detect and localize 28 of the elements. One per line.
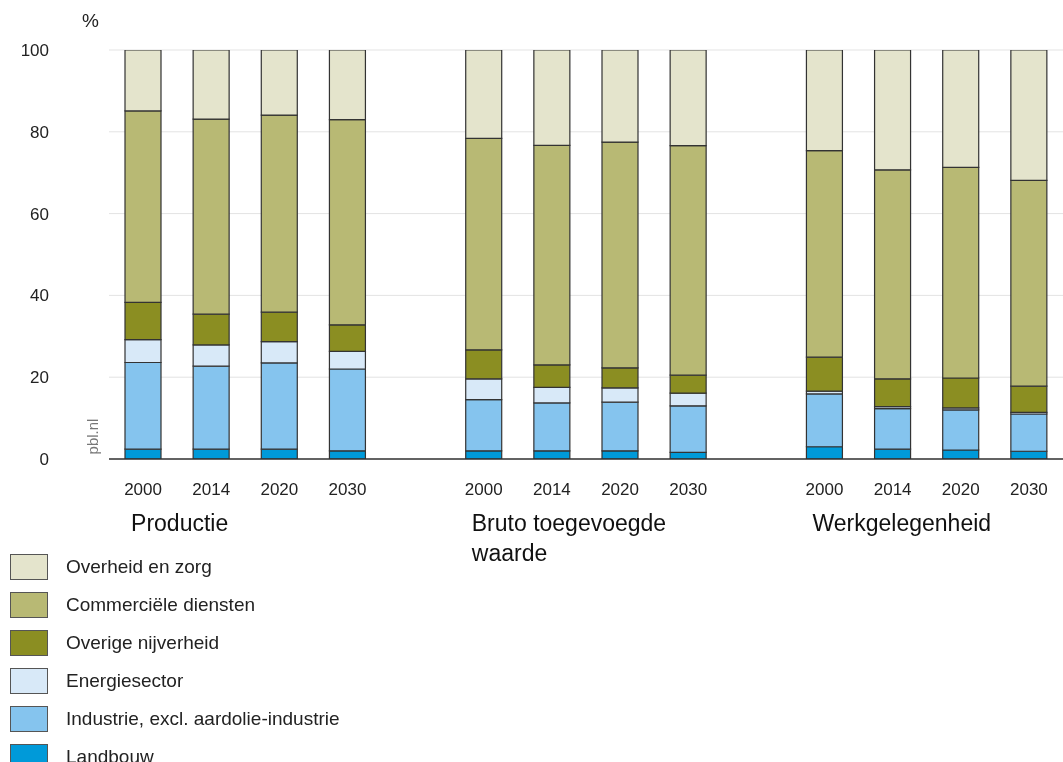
x-tick-label: 2000 <box>805 480 844 500</box>
legend-label: Commerciële diensten <box>66 594 256 616</box>
y-tick-label: 80 <box>30 122 49 142</box>
x-tick-label: 2030 <box>1010 480 1048 500</box>
y-tick-label: 60 <box>30 204 49 224</box>
text: Bruto toegevoegde waarde <box>471 509 667 568</box>
legend-label: Energiesector <box>66 670 184 692</box>
x-tick-label: 2030 <box>328 480 367 500</box>
legend-label: Overheid en zorg <box>66 556 212 578</box>
x-tick-label: 2014 <box>192 480 231 500</box>
x-tick-label: 2014 <box>873 480 912 500</box>
x-tick-label: 2030 <box>669 480 708 500</box>
legend-label: Industrie, excl. aardolie-industrie <box>66 708 340 730</box>
y-tick-label: 40 <box>30 286 49 306</box>
legend-label: Overige nijverheid <box>66 632 220 654</box>
text: Productie <box>131 509 230 538</box>
y-axis-title: % <box>82 10 99 32</box>
y-tick-label: 0 <box>39 450 49 470</box>
y-tick-label: 20 <box>30 368 49 388</box>
text: Werkgelegenheid <box>812 509 993 538</box>
text: pbl.nl <box>83 417 101 457</box>
x-tick-label: 2020 <box>941 480 980 500</box>
x-tick-label: 2000 <box>464 480 503 500</box>
x-tick-label: 2020 <box>260 480 299 500</box>
x-tick-label: 2014 <box>533 480 571 500</box>
x-tick-label: 2020 <box>601 480 639 500</box>
y-tick-label: 100 <box>20 41 49 61</box>
x-tick-label: 2000 <box>124 480 162 500</box>
